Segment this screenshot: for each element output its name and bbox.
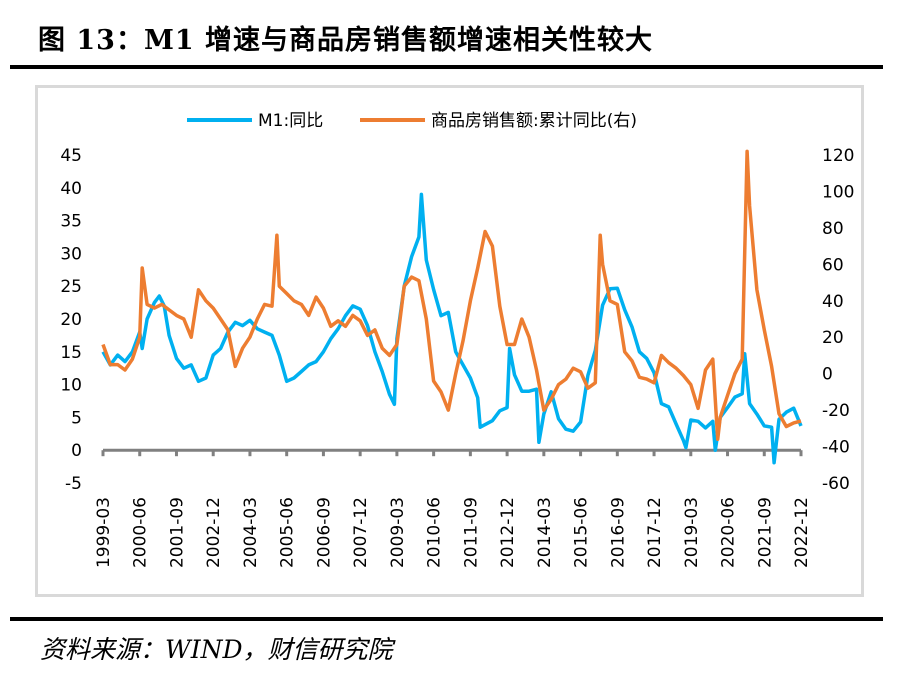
- x-tick-label: 2005-06: [278, 497, 298, 568]
- right-tick-label: -60: [822, 474, 850, 494]
- series-line-housing-sales: [101, 149, 802, 442]
- legend: M1:同比 商品房销售额:累计同比(右): [187, 111, 637, 131]
- top-rule: [10, 65, 883, 69]
- x-tick-label: 2015-06: [572, 497, 592, 568]
- left-tick-label: 20: [60, 310, 82, 330]
- right-tick-label: 120: [822, 146, 854, 166]
- x-tick-label: 2014-03: [535, 497, 555, 568]
- x-tick-label: 2017-12: [645, 497, 665, 568]
- x-tick-label: 2007-12: [351, 497, 371, 568]
- left-tick-label: 10: [60, 376, 82, 396]
- right-tick-label: 60: [822, 255, 844, 275]
- left-tick-label: 40: [60, 179, 82, 199]
- right-tick-label: -20: [822, 401, 850, 421]
- x-tick-label: 2020-06: [719, 497, 739, 568]
- x-tick-label: 2002-12: [204, 497, 224, 568]
- bottom-rule: [10, 617, 883, 621]
- x-tick-label: 1999-03: [94, 497, 114, 568]
- left-tick-label: 0: [71, 441, 82, 461]
- x-tick-label: 2016-09: [608, 497, 628, 568]
- x-tick-label: 2001-09: [167, 497, 187, 568]
- x-tick-label: 2009-03: [388, 497, 408, 568]
- source-note: 资料来源：WIND，财信研究院: [40, 635, 393, 664]
- right-tick-label: 0: [822, 365, 833, 385]
- x-tick-label: 2000-06: [131, 497, 151, 568]
- left-tick-label: 30: [60, 244, 82, 264]
- figure-title: 图 13：M1 增速与商品房销售额增速相关性较大: [38, 25, 654, 56]
- x-tick-label: 2004-03: [241, 497, 261, 568]
- right-tick-label: -40: [822, 438, 850, 458]
- legend-label-housing-sales: 商品房销售额:累计同比(右): [431, 111, 637, 131]
- x-tick-label: 2019-03: [682, 497, 702, 568]
- x-tick-label: 2010-06: [425, 497, 445, 568]
- x-tick-label: 2021-09: [755, 497, 775, 568]
- chart-frame: [35, 85, 864, 597]
- x-tick-label: 2011-09: [461, 497, 481, 568]
- left-tick-label: 25: [60, 277, 82, 297]
- right-tick-label: 20: [822, 328, 844, 348]
- left-tick-label: 35: [60, 212, 82, 232]
- right-tick-label: 40: [822, 292, 844, 312]
- left-axis-ticks: 45 40 35 30 25 20 15 10 5 0 -5: [60, 146, 82, 494]
- x-tick-label: 2022-12: [792, 497, 812, 568]
- series-line-m1: [101, 192, 803, 465]
- series-lines: [101, 149, 803, 465]
- x-axis: 1999-03 2000-06 2001-09 2002-12 2004-03 2005-…: [94, 448, 812, 568]
- right-tick-label: 80: [822, 219, 844, 239]
- left-tick-label: 5: [71, 408, 82, 428]
- x-tick-label: 2012-12: [498, 497, 518, 568]
- right-axis-ticks: 120 100 80 60 40 20 0 -20 -40 -60: [822, 146, 854, 494]
- right-tick-label: 100: [822, 182, 854, 202]
- left-tick-label: -5: [65, 474, 82, 494]
- legend-label-m1: M1:同比: [258, 111, 323, 131]
- x-tick-label: 2006-09: [314, 497, 334, 568]
- left-tick-label: 15: [60, 343, 82, 363]
- left-tick-label: 45: [60, 146, 82, 166]
